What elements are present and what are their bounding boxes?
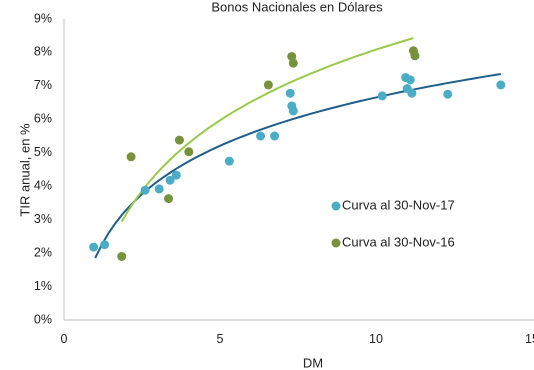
data-point-series-1 [410,51,420,61]
data-point-series-1 [263,80,273,90]
data-point-series-0 [154,184,164,194]
y-tick-label: 6% [34,112,52,126]
legend-item-2017: Curva al 30-Nov-17 [331,197,455,212]
y-tick-label: 5% [34,145,52,159]
x-tick-label: 15 [525,332,534,346]
legend-marker-2017 [331,201,341,211]
trend-lines [94,37,501,259]
data-point-series-1 [117,251,127,261]
data-point-series-0 [288,106,298,116]
plot-area [63,19,534,321]
data-point-series-0 [405,75,415,85]
data-points [89,46,506,261]
x-tick-labels: 0 5 10 15 [61,332,534,346]
x-tick-label: 5 [217,332,224,346]
legend-label-2016: Curva al 30-Nov-16 [342,234,455,249]
trend-line-series-0 [94,73,501,259]
y-tick-labels: 0% 1% 2% 3% 4% 5% 6% 7% 8% 9% [34,11,52,326]
legend: Curva al 30-Nov-17 Curva al 30-Nov-16 [331,197,455,249]
data-point-series-0 [407,88,417,98]
data-point-series-0 [224,156,234,166]
x-tick-label: 10 [369,332,383,346]
y-tick-label: 2% [34,245,52,259]
legend-item-2016: Curva al 30-Nov-16 [331,234,455,249]
y-tick-label: 9% [34,11,52,25]
y-tick-label: 3% [34,212,52,226]
data-point-series-0 [140,185,150,195]
chart-title: Bonos Nacionales en Dólares [211,0,383,15]
data-point-series-1 [126,152,136,162]
y-tick-label: 1% [34,279,52,293]
y-tick-label: 0% [34,312,52,326]
trend-line-series-1 [120,37,414,223]
legend-label-2017: Curva al 30-Nov-17 [342,197,455,212]
x-tick-label: 0 [61,332,68,346]
data-point-series-1 [174,135,184,145]
data-point-series-0 [270,131,280,141]
data-point-series-0 [496,80,506,90]
data-point-series-0 [100,240,110,250]
data-point-series-0 [165,175,175,185]
legend-marker-2016 [331,238,341,248]
x-axis-title: DM [303,355,323,370]
data-point-series-0 [171,170,181,180]
data-point-series-0 [89,242,99,252]
y-tick-label: 8% [34,45,52,59]
y-tick-label: 4% [34,179,52,193]
data-point-series-1 [184,147,194,157]
y-tick-label: 7% [34,78,52,92]
data-point-series-0 [443,89,453,99]
data-point-series-0 [256,131,266,141]
data-point-series-1 [164,194,174,204]
data-point-series-0 [285,88,295,98]
y-axis-title: TIR anual, en % [17,123,32,217]
data-point-series-1 [288,58,298,68]
data-point-series-0 [377,91,387,101]
